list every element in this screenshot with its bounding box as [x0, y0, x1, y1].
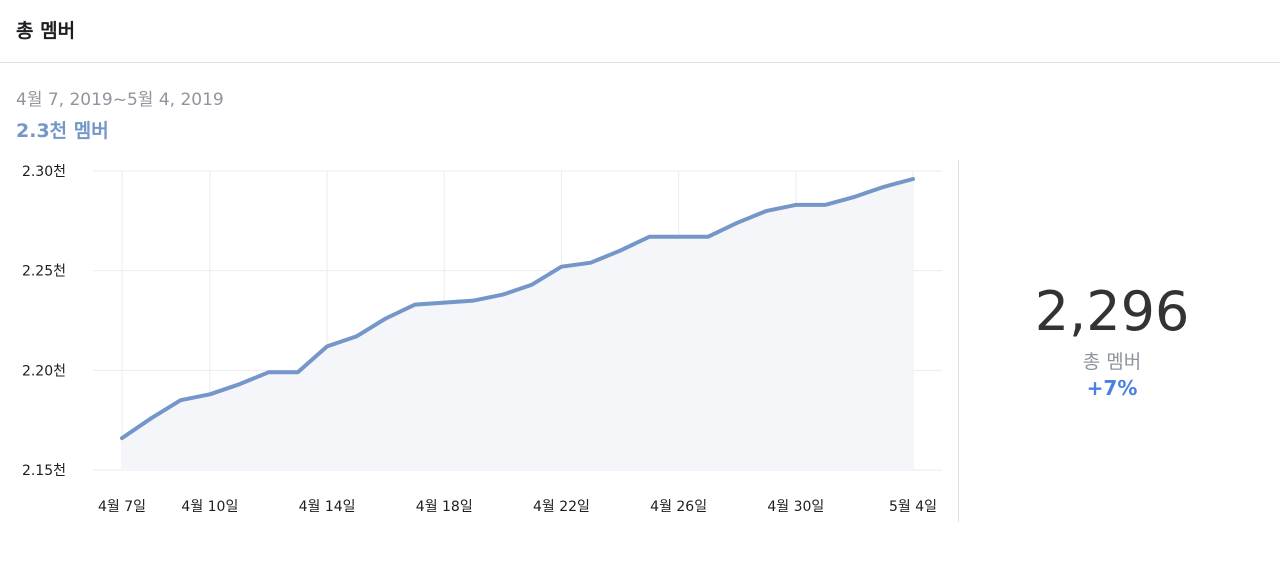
total-members-change: +7%	[1086, 376, 1138, 400]
x-tick-label: 4월 26일	[650, 499, 707, 515]
series-area	[122, 179, 913, 470]
x-tick-label: 4월 14일	[299, 499, 356, 515]
y-tick-label: 2.25천	[22, 264, 66, 280]
x-tick-label: 4월 30일	[767, 499, 824, 515]
total-members-value: 2,296	[1034, 280, 1190, 343]
y-tick-label: 2.20천	[22, 363, 66, 379]
y-tick-label: 2.30천	[22, 164, 66, 180]
x-tick-label: 5월 4일	[889, 499, 937, 515]
x-tick-label: 4월 10일	[181, 499, 238, 515]
card-header: 총 멤버	[0, 0, 1280, 63]
y-tick-label: 2.15천	[22, 463, 66, 479]
x-tick-label: 4월 22일	[533, 499, 590, 515]
members-area-chart: 2.30천 2.25천 2.20천 2.15천 4월 7일 4월 10일 4월 14일 4월 …	[22, 164, 942, 515]
date-range-label: 4월 7, 2019~5월 4, 2019	[16, 90, 224, 110]
x-tick-label: 4월 18일	[416, 499, 473, 515]
summary-label: 2.3천 멤버	[16, 120, 109, 142]
divider	[958, 160, 959, 522]
x-tick-label: 4월 7일	[98, 499, 146, 515]
total-members-label: 총 멤버	[1082, 351, 1142, 373]
series-line	[120, 177, 915, 441]
card-title: 총 멤버	[16, 20, 76, 42]
